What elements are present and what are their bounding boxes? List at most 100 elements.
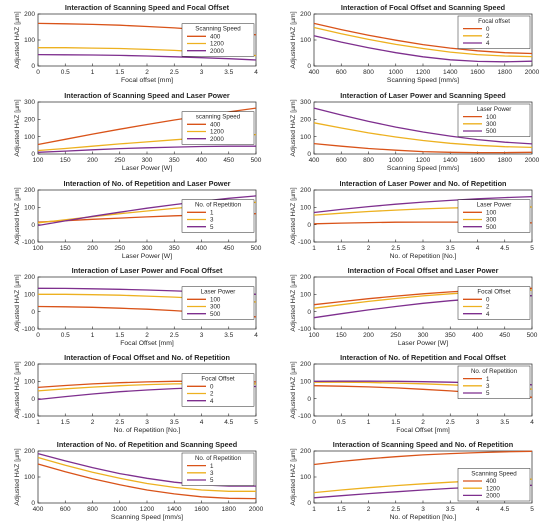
y-tick-label: 0 — [31, 500, 35, 507]
x-tick-label: 3.5 — [446, 245, 455, 252]
x-tick-label: 2 — [367, 506, 371, 513]
legend-label: 300 — [486, 121, 497, 128]
chart-panel: Interaction of Scanning Speed and Laser … — [14, 91, 262, 172]
x-tick-label: 2.5 — [170, 332, 179, 339]
x-tick-label: 350 — [445, 332, 456, 339]
y-axis-label: Adjusted HAZ [µm] — [290, 187, 297, 244]
legend-label: 400 — [210, 122, 221, 129]
x-tick-label: 1.5 — [61, 419, 70, 426]
legend-label: 2000 — [210, 48, 224, 55]
x-tick-label: 0.5 — [61, 332, 70, 339]
x-tick-label: 0 — [36, 69, 40, 76]
legend-label: 2 — [486, 33, 490, 40]
y-tick-label: 0 — [307, 222, 311, 229]
x-tick-label: 2 — [421, 419, 425, 426]
x-tick-label: 2000 — [525, 157, 540, 164]
y-axis-label: Adjusted HAZ [µm] — [14, 187, 21, 244]
y-tick-label: 100 — [300, 292, 311, 299]
series-line-4 — [313, 35, 533, 63]
x-tick-label: 100 — [309, 332, 320, 339]
chart-title: Interaction of Scanning Speed and Laser … — [64, 91, 230, 100]
y-tick-label: 100 — [300, 379, 311, 386]
legend-title: scanning Speed — [196, 114, 241, 121]
y-tick-label: -100 — [22, 239, 35, 246]
legend-label: 1 — [210, 210, 214, 217]
legend-label: 1200 — [486, 485, 500, 492]
chart-panel: Interaction of Scanning Speed and Focal … — [14, 3, 258, 84]
x-tick-label: 1000 — [389, 69, 404, 76]
chart-title: Interaction of No. of Repetition and Sca… — [57, 440, 237, 449]
x-tick-label: 1400 — [443, 157, 458, 164]
chart-panel: Interaction of Focal Offset and Scanning… — [290, 3, 540, 84]
y-tick-label: 200 — [24, 361, 35, 368]
series-line-400 — [313, 450, 533, 466]
y-tick-label: -100 — [22, 413, 35, 420]
x-tick-label: 2 — [145, 69, 149, 76]
x-tick-label: 300 — [142, 245, 153, 252]
chart-title: Interaction of Laser Power and No. of Re… — [339, 179, 506, 188]
chart-title: Interaction of Focal Offset and No. of R… — [64, 353, 230, 362]
x-tick-label: 200 — [87, 245, 98, 252]
x-tick-label: 1 — [36, 419, 40, 426]
y-axis-label: Adjusted HAZ [µm] — [290, 11, 297, 68]
legend-label: 5 — [210, 477, 214, 484]
x-axis-label: Scanning Speed [mm/s] — [387, 165, 459, 172]
x-tick-label: 0.5 — [61, 69, 70, 76]
legend-title: Focal Offset — [201, 376, 235, 383]
y-tick-label: 100 — [300, 37, 311, 44]
x-tick-label: 3 — [200, 69, 204, 76]
x-tick-label: 1800 — [498, 69, 513, 76]
x-tick-label: 1400 — [443, 69, 458, 76]
legend-label: 2 — [486, 304, 490, 311]
x-tick-label: 4 — [476, 506, 480, 513]
x-axis-label: Focal offset [mm] — [121, 77, 173, 84]
y-tick-label: 300 — [300, 99, 311, 106]
chart-title: Interaction of Focal Offset and Scanning… — [341, 3, 505, 12]
legend-label: 500 — [486, 224, 497, 231]
x-tick-label: 1 — [91, 69, 95, 76]
series-line-500 — [313, 107, 533, 145]
y-axis-label: Adjusted HAZ [µm] — [290, 99, 297, 156]
x-tick-label: 1 — [367, 419, 371, 426]
legend-label: 2 — [210, 391, 214, 398]
x-tick-label: 4.5 — [500, 245, 509, 252]
x-tick-label: 250 — [114, 157, 125, 164]
y-tick-label: 200 — [300, 448, 311, 455]
x-tick-label: 4 — [200, 419, 204, 426]
y-tick-label: 200 — [24, 187, 35, 194]
x-tick-label: 3 — [145, 419, 149, 426]
series-line-5 — [37, 195, 257, 227]
legend-label: 400 — [486, 478, 497, 485]
x-tick-label: 5 — [530, 245, 534, 252]
legend-label: 5 — [210, 224, 214, 231]
x-axis-label: Scanning Speed [mm/s] — [111, 514, 183, 521]
x-tick-label: 4.5 — [224, 419, 233, 426]
y-tick-label: 100 — [24, 205, 35, 212]
x-tick-label: 600 — [336, 157, 347, 164]
x-tick-label: 0 — [36, 332, 40, 339]
y-tick-label: 0 — [307, 500, 311, 507]
x-tick-label: 3 — [476, 419, 480, 426]
x-tick-label: 300 — [418, 332, 429, 339]
y-axis-label: Adjusted HAZ [µm] — [290, 361, 297, 418]
legend-label: 2000 — [486, 493, 500, 500]
y-tick-label: -100 — [298, 326, 311, 333]
chart-panel: Interaction of Focal Offset and Laser Po… — [290, 266, 538, 347]
x-tick-label: 500 — [251, 245, 262, 252]
y-axis-label: Adjusted HAZ [µm] — [14, 11, 21, 68]
x-tick-label: 3.5 — [446, 506, 455, 513]
y-tick-label: -100 — [22, 326, 35, 333]
legend-label: 100 — [210, 297, 221, 304]
chart-panel: Interaction of No. of Repetition and Foc… — [290, 353, 534, 434]
x-tick-label: 400 — [309, 157, 320, 164]
x-tick-label: 1.5 — [337, 245, 346, 252]
x-tick-label: 1000 — [113, 506, 128, 513]
legend-label: 4 — [486, 311, 490, 318]
x-axis-label: Laser Power [W] — [122, 253, 172, 260]
x-tick-label: 150 — [60, 245, 71, 252]
